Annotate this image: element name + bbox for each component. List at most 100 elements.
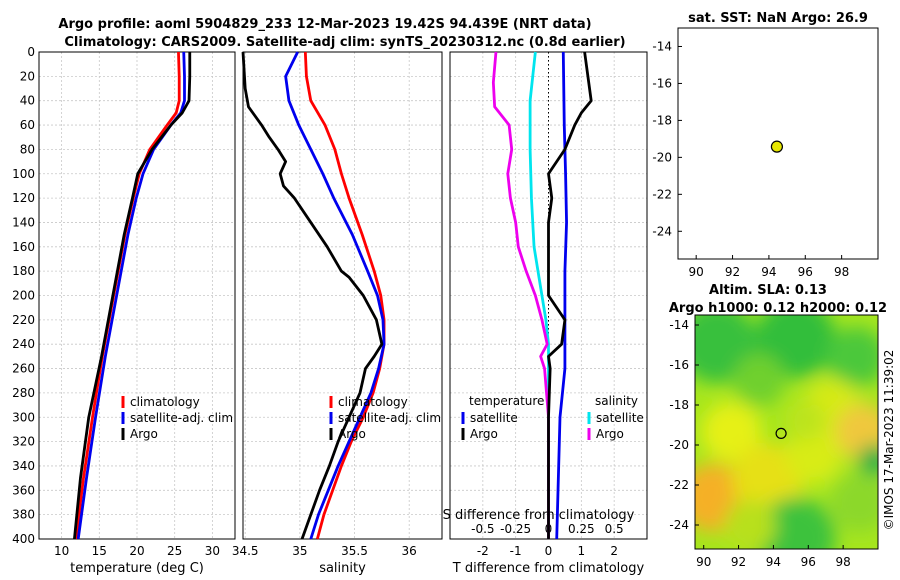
heatmap-blob — [785, 427, 842, 484]
x-tick-label: 92 — [725, 265, 740, 279]
legend-label: satellite — [596, 411, 644, 425]
x-tick-label: 90 — [689, 265, 704, 279]
x-tick-label: 25 — [167, 544, 182, 558]
y-tick-label: 120 — [12, 191, 35, 205]
legend-label: climatology — [130, 395, 200, 409]
x-tick-label: 94 — [766, 555, 781, 569]
heatmap-blob — [701, 402, 762, 462]
axes-frame — [242, 51, 443, 540]
altimetry-subtitle: Argo h1000: 0.12 h2000: 0.12 — [669, 301, 887, 316]
x-tick-label: 35.5 — [341, 544, 368, 558]
y-tick-label: 340 — [12, 459, 35, 473]
legend-label: Argo — [130, 427, 158, 441]
y-tick-label: 380 — [12, 508, 35, 522]
axes-frame — [38, 51, 236, 540]
copyright-stamp: ©IMOS 17-Mar-2023 11:39:02 — [882, 350, 896, 531]
salinity-panel: 34.5 35 35.5 36 salinity climatology satellite… — [232, 51, 443, 576]
legend-title: temperature — [469, 394, 544, 408]
heatmap-blob — [732, 442, 805, 515]
y-tick-label: 220 — [12, 313, 35, 327]
legend-label: Argo — [338, 427, 366, 441]
y-tick-label: -22 — [669, 478, 689, 492]
heatmap-blob — [784, 400, 825, 441]
temperature-line-2 — [73, 52, 192, 540]
x-tick-label: 15 — [92, 544, 107, 558]
heatmap-blob — [755, 497, 836, 549]
x-tick-label: 96 — [801, 555, 816, 569]
altimetry-map-panel: Altim. SLA: 0.13 Argo h1000: 0.12 h2000: … — [669, 283, 887, 569]
x-tick-label: 98 — [836, 555, 851, 569]
salinity-line-2 — [241, 51, 384, 540]
y-tick-label: 80 — [20, 142, 35, 156]
salinity-line-1 — [284, 51, 386, 540]
y-tick-label: -14 — [652, 39, 672, 53]
legend-title: salinity — [595, 394, 638, 408]
y-tick-label: -20 — [652, 150, 672, 164]
legend-label: climatology — [338, 395, 408, 409]
y-tick-label: 320 — [12, 435, 35, 449]
x-tick-label: 34.5 — [232, 544, 259, 558]
diff-temperature-argo — [547, 51, 593, 539]
figure-title-line2: Climatology: CARS2009. Satellite-adj cli… — [64, 35, 625, 50]
heatmap-blob — [723, 499, 776, 549]
legend-label: Argo — [470, 427, 498, 441]
sst-title: sat. SST: NaN Argo: 26.9 — [688, 11, 868, 26]
x-tick-label: 0 — [545, 544, 553, 558]
x-tick-label: -1 — [510, 544, 522, 558]
legend-label: satellite — [470, 411, 518, 425]
y-tick-label: 20 — [20, 69, 35, 83]
x-tick-label: 35 — [292, 544, 307, 558]
legend-label: Argo — [596, 427, 624, 441]
x-tick-label: 10 — [54, 544, 69, 558]
y-tick-label: -20 — [669, 438, 689, 452]
argo-location-marker — [775, 427, 787, 439]
sst-map-panel: sat. SST: NaN Argo: 26.9 90 92 94 96 98 -14 -16… — [652, 11, 879, 279]
altimetry-frame — [694, 314, 879, 550]
legend-label: satellite-adj. clim — [130, 411, 233, 425]
y-tick-label: 240 — [12, 337, 35, 351]
altimetry-title: Altim. SLA: 0.13 — [709, 283, 827, 298]
y-tick-label: 160 — [12, 240, 35, 254]
difference-panel: -2 -1 0 1 2 T difference from climatology -0.5… — [443, 51, 648, 576]
legend-label: satellite-adj. clim — [338, 411, 441, 425]
y-tick-label: 400 — [12, 532, 35, 546]
s-tick-label: -0.5 — [471, 522, 494, 536]
heatmap-blob — [829, 472, 878, 533]
figure-title-line1: Argo profile: aoml 5904829_233 12-Mar-20… — [58, 17, 591, 32]
y-tick-label: 200 — [12, 289, 35, 303]
y-tick-label: -18 — [652, 113, 672, 127]
salinity-line-0 — [303, 51, 386, 540]
y-tick-label: -14 — [669, 318, 689, 332]
x-tick-label: 36 — [402, 544, 417, 558]
heatmap-blob — [733, 354, 786, 407]
s-tick-label: -0.25 — [500, 522, 531, 536]
y-tick-label: 140 — [12, 215, 35, 229]
x-tick-label: 92 — [731, 555, 746, 569]
x-tick-label: 1 — [578, 544, 586, 558]
x-tick-label: 94 — [761, 265, 776, 279]
temperature-line-1 — [76, 51, 186, 540]
y-tick-label: -16 — [652, 76, 672, 90]
s-tick-label: 0.25 — [568, 522, 595, 536]
s-axis-label: S difference from climatology — [443, 508, 635, 523]
y-tick-label: 280 — [12, 386, 35, 400]
y-tick-label: 60 — [20, 118, 35, 132]
x-tick-label: 98 — [834, 265, 849, 279]
y-tick-label: -16 — [669, 358, 689, 372]
x-tick-label: -2 — [477, 544, 489, 558]
y-tick-label: 100 — [12, 167, 35, 181]
x-tick-label: 96 — [798, 265, 813, 279]
argo-location-marker — [770, 140, 784, 153]
y-tick-label: 180 — [12, 264, 35, 278]
y-tick-label: 260 — [12, 362, 35, 376]
x-axis-label: salinity — [319, 561, 366, 576]
diff-salinity-argo — [491, 51, 550, 539]
heatmap-blobs — [695, 315, 878, 549]
heatmap-blob — [858, 444, 878, 477]
x-axis-label: T difference from climatology — [452, 561, 645, 576]
y-tick-label: 0 — [27, 45, 35, 59]
heatmap-blob — [826, 327, 878, 388]
y-tick-label: -24 — [669, 518, 689, 532]
